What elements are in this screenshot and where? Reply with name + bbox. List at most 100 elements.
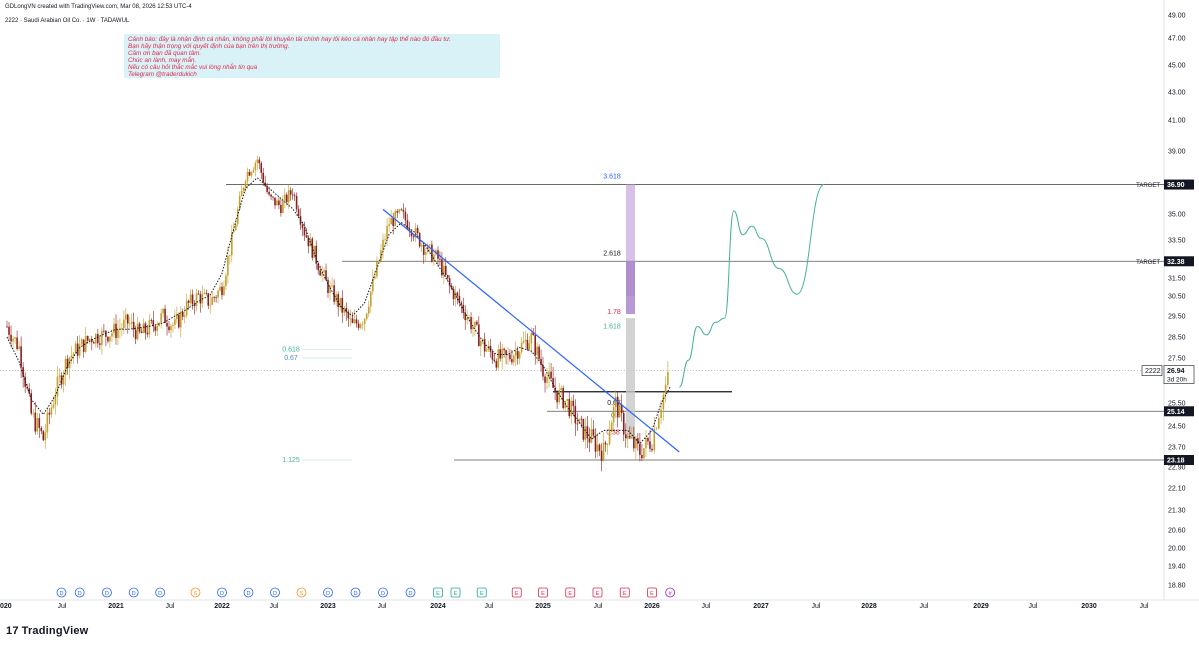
candle-body xyxy=(154,326,157,331)
candle-body xyxy=(170,325,172,331)
candle-body xyxy=(18,346,20,350)
candle-body xyxy=(136,323,139,340)
candle-body xyxy=(637,438,639,444)
candle-body xyxy=(422,244,425,255)
price-tick-label: 43.00 xyxy=(1168,90,1186,97)
candle-body xyxy=(524,339,527,342)
time-tick-label: 2024 xyxy=(430,603,446,610)
event-marker-letter: E xyxy=(596,591,600,597)
candle-body xyxy=(301,224,304,229)
earnings-marker-icon xyxy=(433,587,443,598)
candle-body xyxy=(347,312,350,319)
candle-body xyxy=(604,442,607,445)
candle-body xyxy=(556,392,558,403)
price-tick-label: 24.50 xyxy=(1168,424,1186,431)
candle-body xyxy=(359,324,362,328)
candle-body xyxy=(123,319,125,329)
candle-body xyxy=(16,337,18,350)
candle-body xyxy=(148,320,151,335)
candle-body xyxy=(337,294,339,308)
candle-body xyxy=(606,444,609,445)
candle-body xyxy=(538,346,540,359)
fib-label: 0.38 xyxy=(606,429,620,436)
candle-body xyxy=(596,444,599,452)
candle-body xyxy=(416,227,419,233)
candle-body xyxy=(278,200,280,206)
price-axis-label: 36.90 xyxy=(1167,182,1185,189)
fib-label: 0.67 xyxy=(284,355,298,362)
price-tick-label: 39.00 xyxy=(1168,149,1186,156)
fib-retrace-bar xyxy=(626,318,635,440)
earnings-marker-icon xyxy=(511,587,522,598)
candle-body xyxy=(205,292,208,294)
candle-body xyxy=(516,350,519,359)
candle-body xyxy=(353,319,356,323)
price-axis-label: 25.14 xyxy=(1167,409,1185,416)
candle-body xyxy=(152,320,155,327)
candle-body xyxy=(248,171,251,176)
candle-body xyxy=(511,359,513,363)
candle-body xyxy=(505,350,507,355)
tradingview-logo-icon: 17 xyxy=(6,625,19,637)
event-marker-letter: # xyxy=(669,591,673,597)
candle-body xyxy=(396,211,399,213)
candle-body xyxy=(215,297,217,299)
candle-body xyxy=(530,332,533,344)
dividend-marker-icon xyxy=(155,587,166,598)
candle-body xyxy=(101,330,103,345)
candle-body xyxy=(191,294,194,304)
time-tick-label: Jul xyxy=(378,603,387,610)
candle-body xyxy=(211,297,213,305)
moving-average-line xyxy=(6,177,671,445)
candle-body xyxy=(162,308,164,314)
candle-body xyxy=(410,231,413,237)
candle-body xyxy=(580,418,583,420)
candle-body xyxy=(40,427,43,432)
warning-line: Chúc an lành, may mắn. xyxy=(128,57,197,64)
dividend-marker-icon xyxy=(665,587,676,598)
candle-body xyxy=(641,455,643,459)
candle-body xyxy=(542,365,544,377)
candle-body xyxy=(236,209,239,225)
candle-body xyxy=(70,355,73,358)
candle-body xyxy=(649,441,651,449)
candle-body xyxy=(384,239,386,241)
warning-box xyxy=(124,34,500,78)
fib-label: 2.618 xyxy=(603,250,621,257)
candle-body xyxy=(369,291,372,307)
candle-body xyxy=(499,349,502,359)
candle-body xyxy=(380,250,382,261)
candle-body xyxy=(372,278,374,292)
candle-body xyxy=(458,295,461,303)
candle-body xyxy=(526,339,529,350)
candle-body xyxy=(431,244,433,262)
candle-body xyxy=(246,171,249,182)
candle-body xyxy=(550,371,552,379)
fib-label: 3.618 xyxy=(603,174,621,181)
time-tick-label: Jul xyxy=(166,603,175,610)
candle-body xyxy=(355,319,358,324)
candle-body xyxy=(325,270,327,280)
candle-body xyxy=(60,375,63,385)
candle-body xyxy=(479,341,482,347)
price-chart[interactable]: 49.0047.0045.0043.0041.0039.0037.0035.00… xyxy=(0,0,1199,620)
candle-body xyxy=(522,341,525,343)
candle-body xyxy=(483,339,486,352)
candle-body xyxy=(349,318,352,320)
candle-body xyxy=(635,438,637,449)
candle-body xyxy=(266,186,268,193)
time-tick-label: Jul xyxy=(1140,603,1149,610)
candle-body xyxy=(38,418,41,428)
candle-body xyxy=(558,390,560,403)
tradingview-logo[interactable]: 17 TradingView xyxy=(6,625,88,637)
candle-body xyxy=(203,292,206,294)
price-tick-label: 21.30 xyxy=(1168,508,1186,515)
candle-body xyxy=(28,388,31,394)
candle-body xyxy=(592,429,595,436)
price-axis-label: 26.94 xyxy=(1167,368,1185,375)
candle-body xyxy=(244,181,247,188)
candle-body xyxy=(655,428,658,430)
candle-body xyxy=(546,377,548,383)
candle-body xyxy=(262,172,265,183)
dividend-marker-icon xyxy=(243,587,254,598)
